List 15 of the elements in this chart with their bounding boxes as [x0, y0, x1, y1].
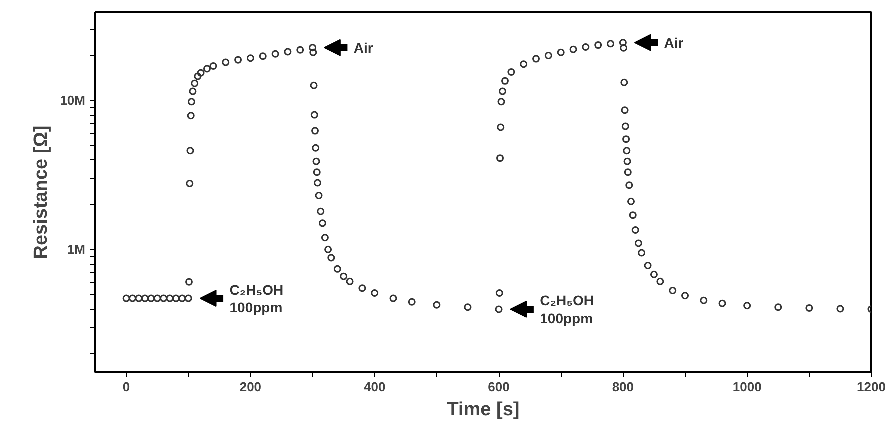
- x-tick-label: 200: [240, 380, 262, 394]
- x-tick-label: 800: [612, 380, 634, 394]
- annotation: Air: [664, 34, 684, 51]
- x-tick-label: 1200: [857, 380, 886, 394]
- y-tick-label: 1M: [67, 242, 86, 258]
- annotation: C₂H₅OH 100ppm: [230, 282, 284, 316]
- x-tick-label: 400: [364, 380, 386, 394]
- y-axis-title: Resistance [Ω]: [31, 126, 52, 260]
- x-tick-label: 600: [488, 380, 510, 394]
- y-tick-label: 10M: [60, 93, 86, 108]
- x-axis-title: Time [s]: [447, 400, 520, 420]
- annotation: C₂H₅OH 100ppm: [540, 292, 594, 326]
- x-tick-label: 0: [122, 380, 130, 394]
- x-tick-label: 1000: [732, 380, 762, 394]
- annotation: Air: [354, 40, 374, 56]
